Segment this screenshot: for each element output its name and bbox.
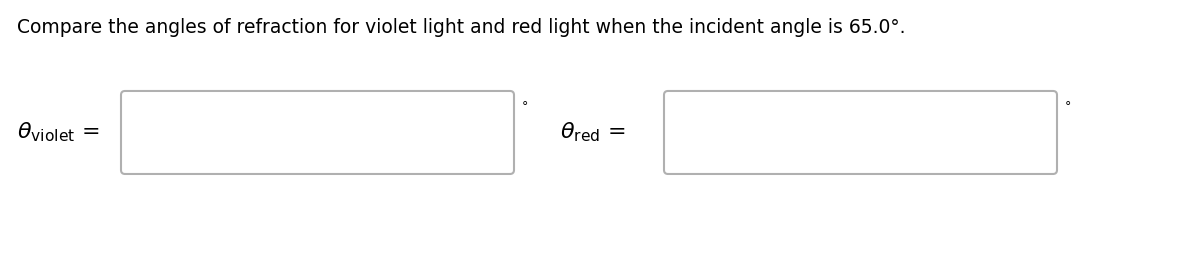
Text: °: °: [523, 100, 529, 113]
Text: $\theta_{\mathrm{violet}}$ =: $\theta_{\mathrm{violet}}$ =: [17, 121, 100, 144]
FancyBboxPatch shape: [121, 91, 514, 174]
Text: °: °: [1065, 100, 1071, 113]
Text: $\theta_{\mathrm{red}}$ =: $\theta_{\mathrm{red}}$ =: [561, 121, 626, 144]
Text: Compare the angles of refraction for violet light and red light when the inciden: Compare the angles of refraction for vio…: [17, 18, 905, 37]
FancyBboxPatch shape: [664, 91, 1057, 174]
